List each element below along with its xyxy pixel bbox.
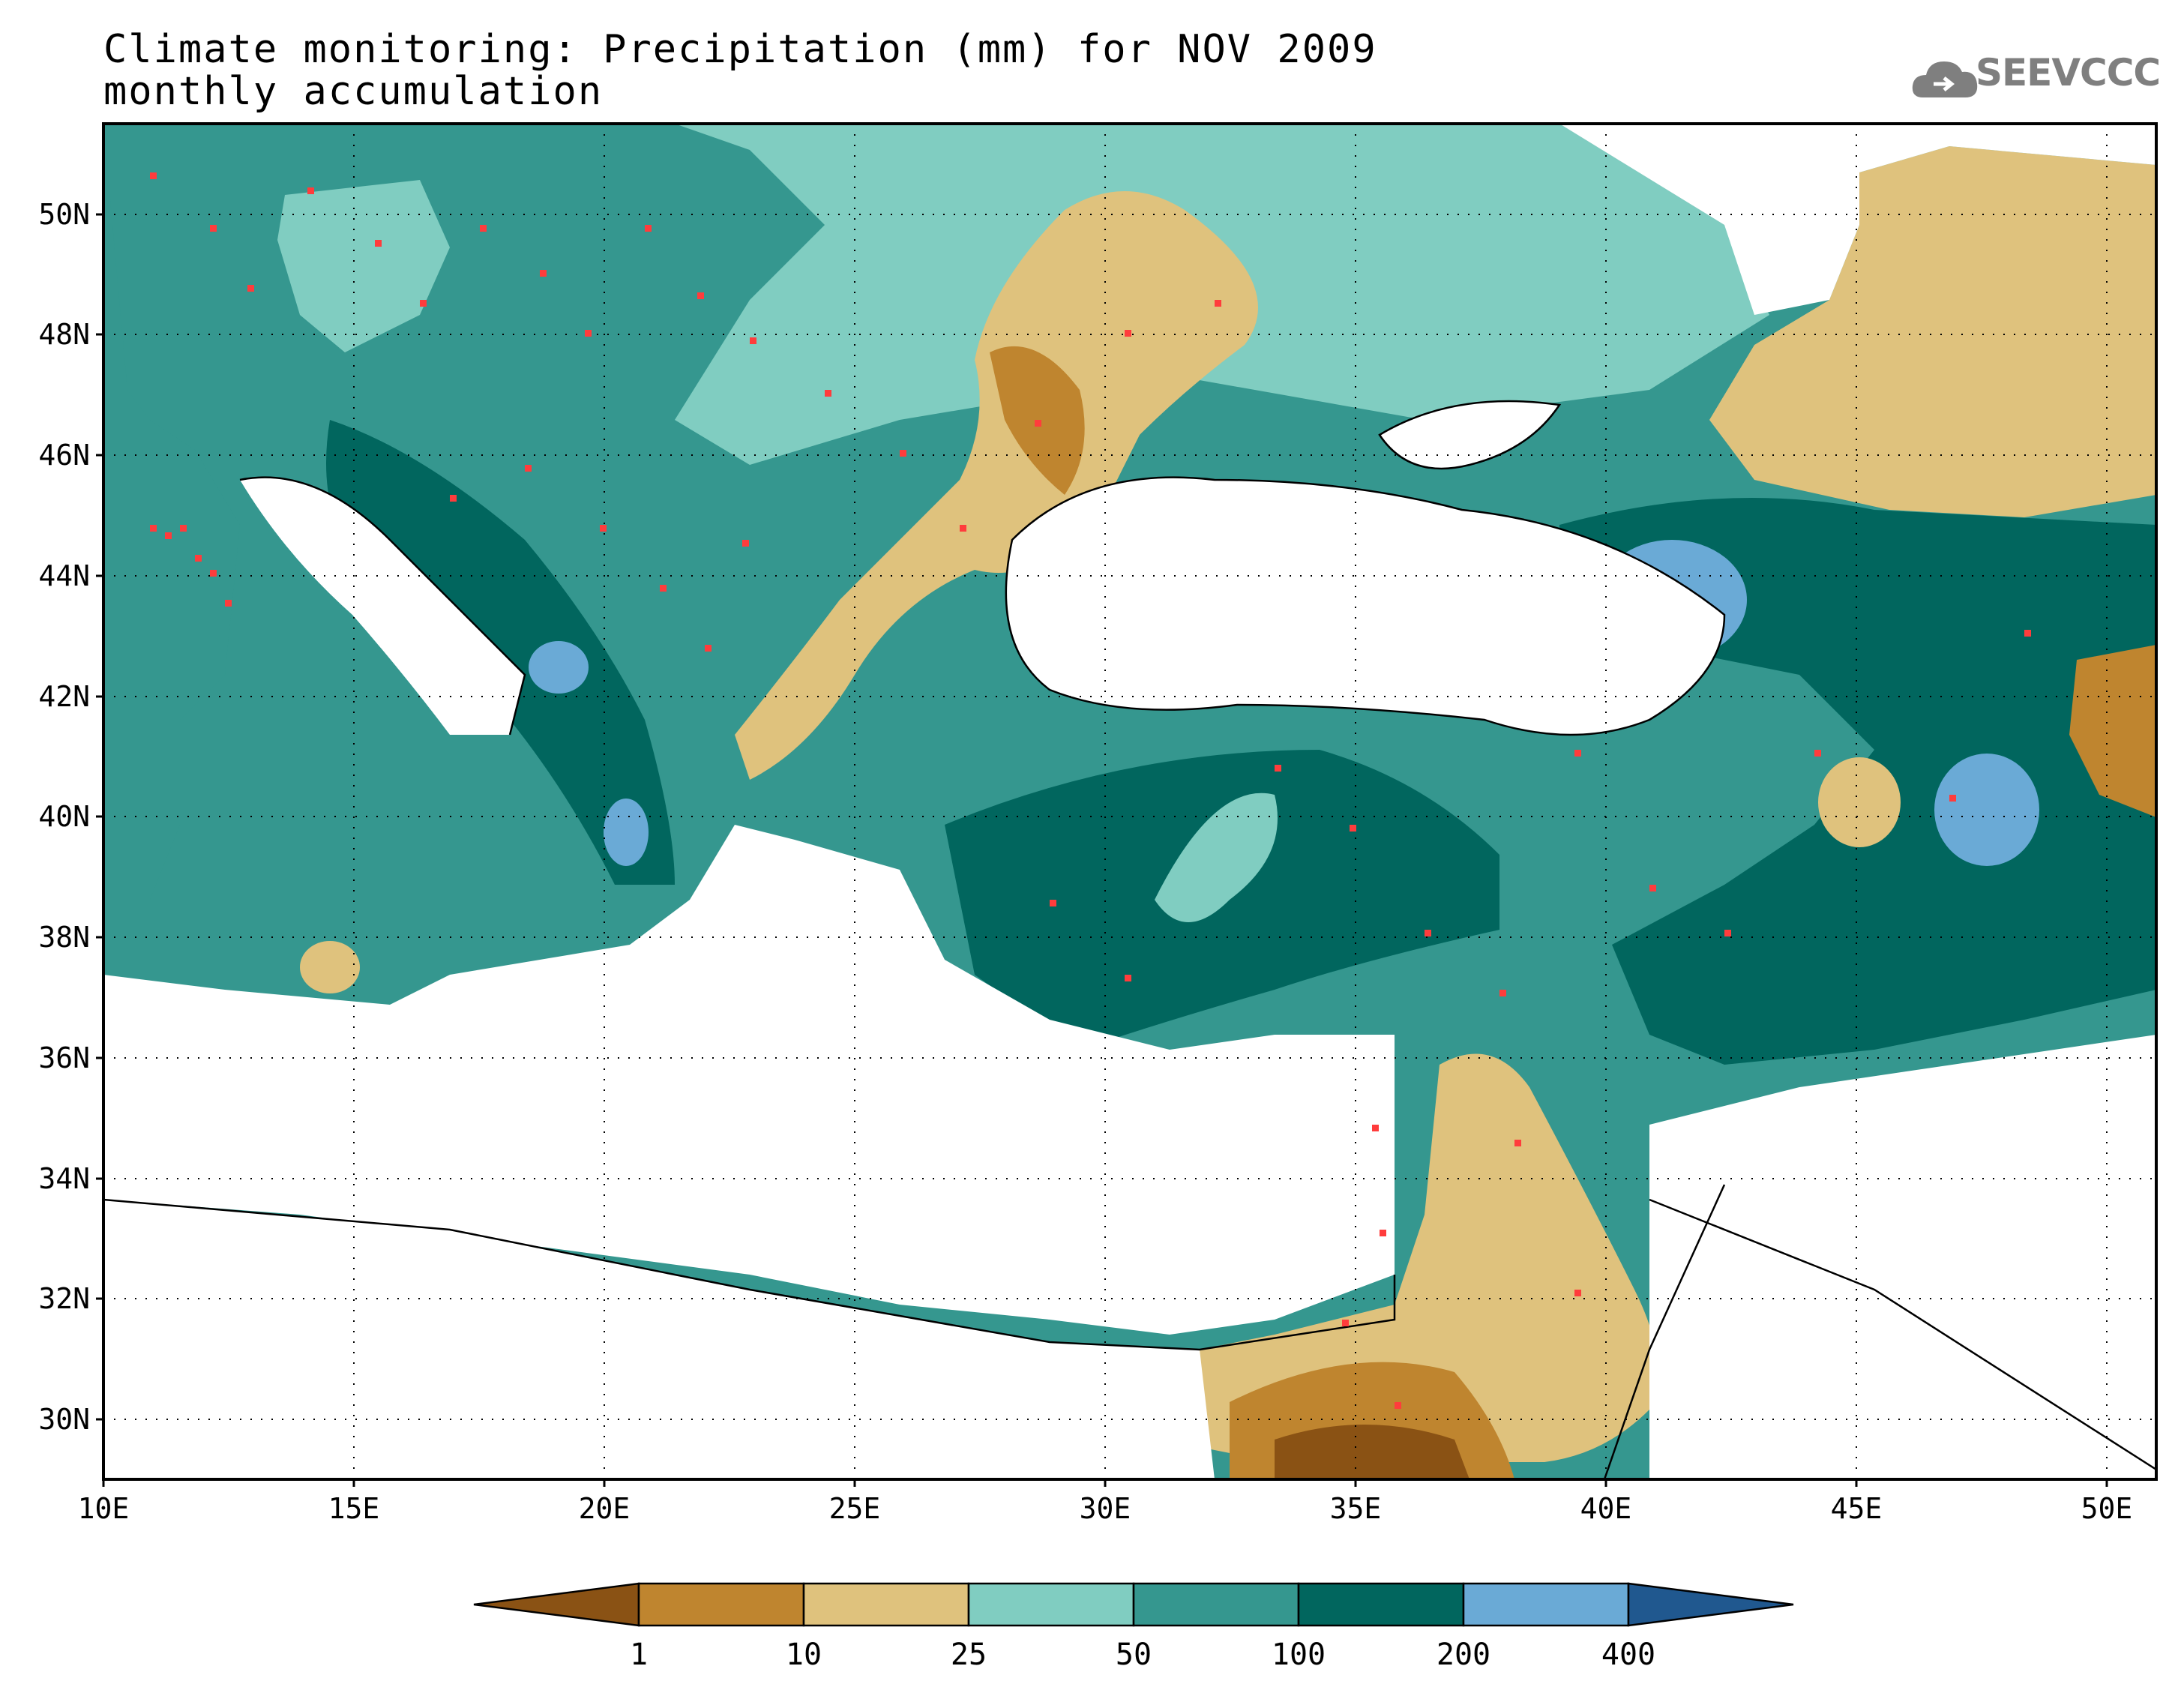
lat-label-32n: 32N [38, 1282, 90, 1315]
black-sea [1005, 477, 1724, 735]
lat-label-30n: 30N [38, 1403, 90, 1436]
colorbar-label-10: 10 [786, 1638, 822, 1672]
lon-label-50e: 50E [2081, 1492, 2133, 1525]
colorbar-bin-25-50 [967, 1582, 1135, 1627]
lon-label-45e: 45E [1831, 1492, 1883, 1525]
colorbar-bin-50-100 [1132, 1582, 1300, 1627]
lon-label-25e: 25E [829, 1492, 881, 1525]
lat-label-50n: 50N [38, 198, 90, 231]
mediterranean-sea [103, 825, 1395, 1335]
field-10-25-sicily [300, 941, 360, 993]
longitude-axis [102, 1479, 2108, 1487]
field-1-10-caspian-coast [2069, 645, 2156, 817]
lon-label-40e: 40E [1580, 1492, 1632, 1525]
lat-label-46n: 46N [38, 439, 90, 472]
colorbar-label-200: 200 [1437, 1638, 1490, 1672]
field-10-25-armenia [1818, 757, 1901, 847]
colorbar-label-25: 25 [951, 1638, 987, 1672]
north-africa-no-data [103, 1200, 1215, 1479]
field-200-400-montenegro [529, 641, 589, 694]
lat-label-44n: 44N [38, 559, 90, 592]
colorbar-extend-high [1627, 1582, 1794, 1627]
lon-label-30e: 30E [1080, 1492, 1131, 1525]
colorbar-label-400: 400 [1601, 1638, 1655, 1672]
map-title: Climate monitoring: Precipitation (mm) f… [103, 27, 1377, 72]
cloud-icon [1912, 61, 1978, 97]
lat-label-36n: 36N [38, 1041, 90, 1074]
latitude-axis [96, 213, 103, 1421]
lon-label-15e: 15E [328, 1492, 380, 1525]
lat-label-42n: 42N [38, 680, 90, 713]
map-subtitle: monthly accumulation [103, 69, 604, 114]
field-200-400-caspian [1934, 754, 2039, 866]
field-50-100-west [103, 124, 240, 900]
lat-label-48n: 48N [38, 318, 90, 351]
lon-label-20e: 20E [579, 1492, 631, 1525]
coastlines [103, 400, 2156, 1479]
field-200-400-albania [604, 799, 649, 866]
colorbar-label-1: 1 [630, 1638, 648, 1672]
colorbar-bin-1-10 [637, 1582, 805, 1627]
precipitation-field [103, 124, 2156, 1479]
colorbar-bin-200-400 [1462, 1582, 1630, 1627]
lon-label-10e: 10E [78, 1492, 130, 1525]
no-data-northeast [1559, 124, 2156, 315]
colorbar-label-100: 100 [1272, 1638, 1326, 1672]
map-frame [102, 122, 2158, 1481]
lon-label-35e: 35E [1330, 1492, 1382, 1525]
colorbar-extend-low [473, 1582, 640, 1627]
lat-label-40n: 40N [38, 800, 90, 833]
colorbar [473, 1582, 1794, 1627]
field-below-1-negev [1275, 1425, 1469, 1479]
adriatic-sea [240, 477, 525, 735]
field-25-50-central-europe [277, 180, 450, 352]
colorbar-bin-100-200 [1297, 1582, 1465, 1627]
colorbar-label-50: 50 [1116, 1638, 1152, 1672]
field-25-50-anatolia [1155, 793, 1278, 922]
lat-label-38n: 38N [38, 921, 90, 954]
sea-of-azov [1380, 401, 1559, 469]
field-10-25-levant [1200, 1053, 1658, 1462]
lat-label-34n: 34N [38, 1162, 90, 1195]
field-10-25-northeast [1709, 146, 2156, 517]
logo-text: SEEVCCC [1976, 51, 2161, 94]
colorbar-bin-10-25 [802, 1582, 970, 1627]
field-10-25-romania [735, 191, 1258, 780]
station-markers [150, 172, 2031, 1409]
iraq-no-data [1649, 1035, 2156, 1479]
